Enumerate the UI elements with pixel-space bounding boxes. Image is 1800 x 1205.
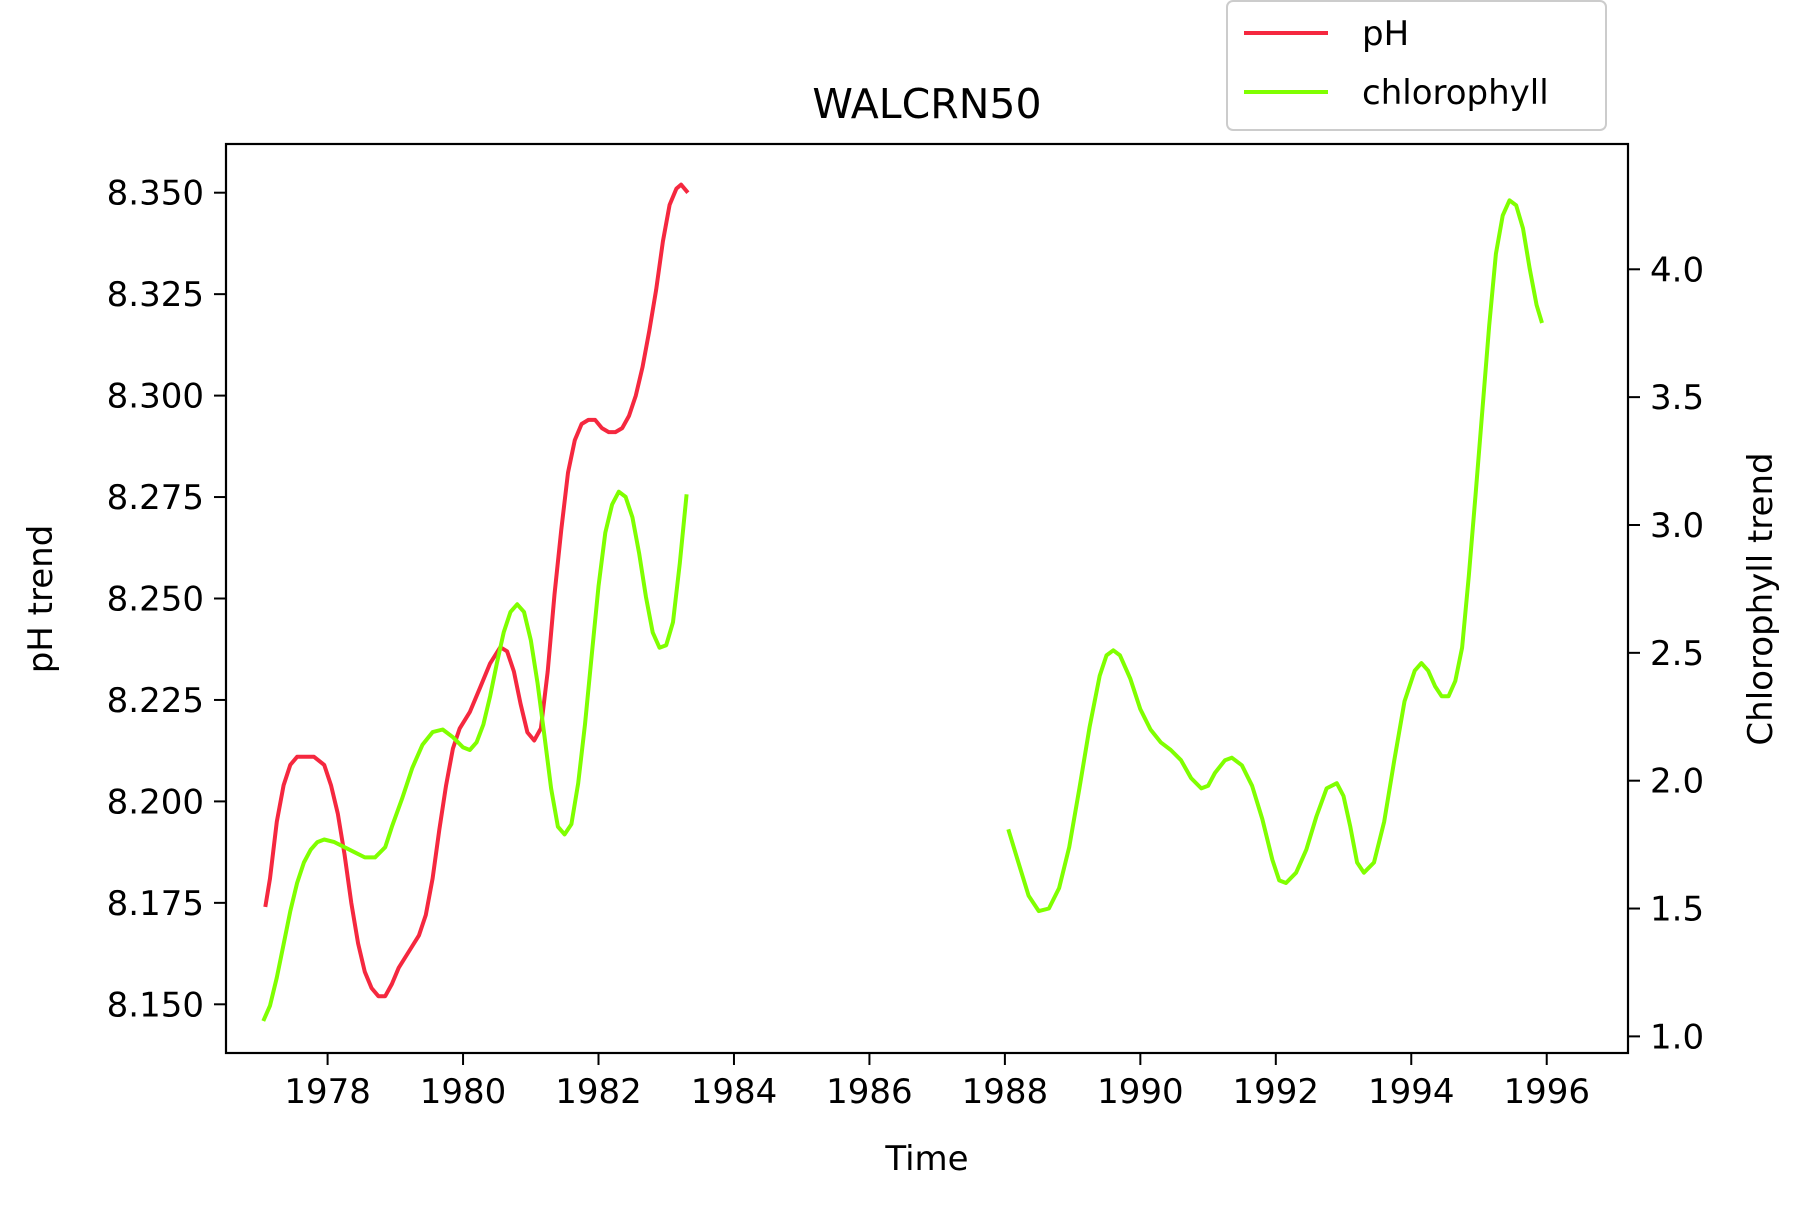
y2-axis-label: Chlorophyll trend — [1741, 452, 1781, 745]
x-tick-label: 1996 — [1503, 1072, 1590, 1112]
x-tick-label: 1980 — [420, 1072, 507, 1112]
series-line-chlorophyll — [1006, 198, 1544, 914]
y-tick-label: 8.200 — [107, 782, 204, 822]
x-tick-label: 1986 — [826, 1072, 913, 1112]
y2-tick-label: 3.5 — [1650, 378, 1704, 418]
legend-label-chlorophyll: chlorophyll — [1362, 73, 1549, 113]
right-y-axis: 1.0 1.5 2.0 2.5 3.0 3.5 4.0 — [1628, 250, 1704, 1057]
x-tick-label: 1990 — [1097, 1072, 1184, 1112]
chart-title: WALCRN50 — [812, 80, 1041, 128]
y-tick-label: 8.300 — [107, 377, 204, 417]
x-tick-label: 1982 — [555, 1072, 642, 1112]
y-tick-label: 8.275 — [107, 478, 204, 518]
x-tick-label: 1994 — [1368, 1072, 1455, 1112]
y2-tick-label: 3.0 — [1650, 506, 1704, 546]
legend-label-ph: pH — [1362, 14, 1409, 54]
plot-area — [261, 182, 1544, 1022]
x-tick-label: 1984 — [691, 1072, 778, 1112]
y-tick-label: 8.250 — [107, 580, 204, 620]
x-axis: 1978 1980 1982 1984 1986 1988 1990 1992 1994 1996 — [284, 1053, 1590, 1112]
y2-tick-label: 1.5 — [1650, 890, 1704, 930]
legend: pH chlorophyll — [1226, 0, 1607, 131]
plot-frame — [224, 142, 1630, 1055]
series-line-ph — [263, 182, 690, 999]
y2-tick-label: 1.0 — [1650, 1017, 1704, 1057]
x-tick-label: 1988 — [962, 1072, 1049, 1112]
y-tick-label: 8.150 — [107, 985, 204, 1025]
y2-tick-label: 4.0 — [1650, 250, 1704, 290]
left-y-axis: 8.150 8.175 8.200 8.225 8.250 8.275 8.300 8.325… — [107, 174, 226, 1025]
x-tick-label: 1978 — [284, 1072, 371, 1112]
y2-tick-label: 2.5 — [1650, 634, 1704, 674]
y-tick-label: 8.225 — [107, 681, 204, 721]
x-tick-label: 1992 — [1233, 1072, 1320, 1112]
x-axis-label: Time — [884, 1139, 968, 1179]
y2-tick-label: 2.0 — [1650, 762, 1704, 802]
y-tick-label: 8.325 — [107, 275, 204, 315]
y-tick-label: 8.175 — [107, 884, 204, 924]
y-axis-label: pH trend — [21, 525, 61, 674]
y-tick-label: 8.350 — [107, 174, 204, 214]
series-line-chlorophyll — [261, 489, 689, 1022]
